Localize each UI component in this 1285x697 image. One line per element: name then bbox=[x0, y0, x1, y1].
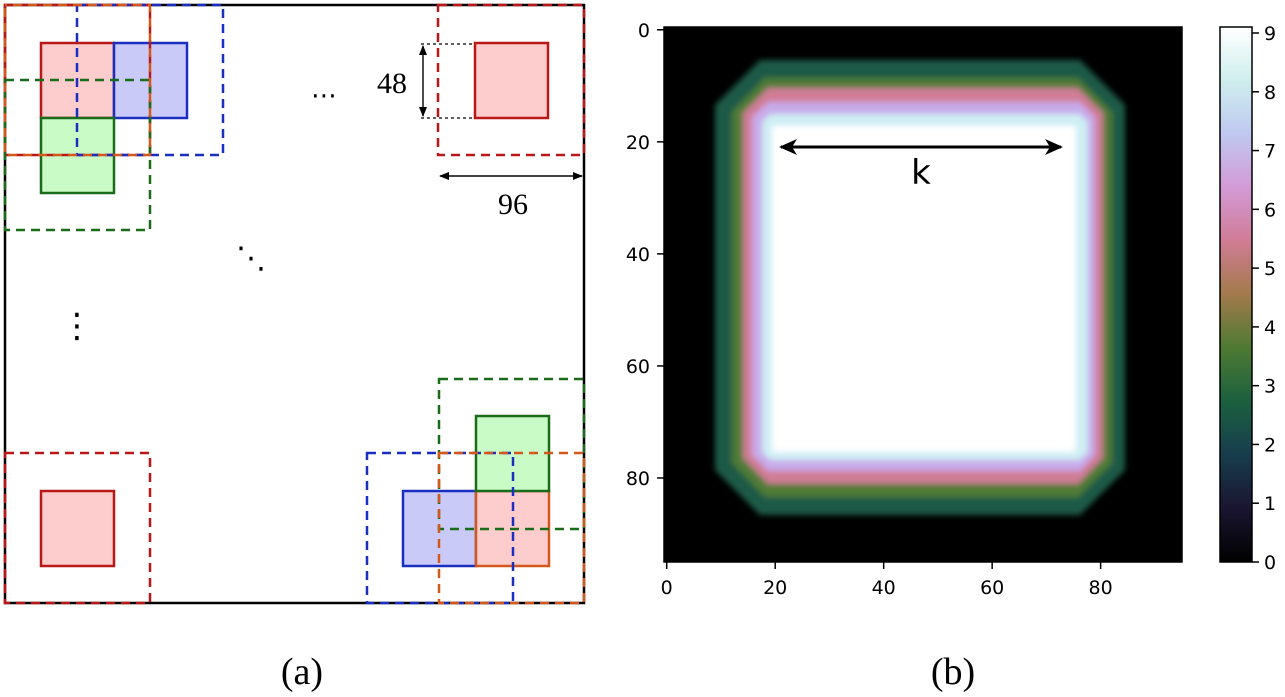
x-tick-label: 0 bbox=[661, 577, 673, 599]
y-axis: 0 20 40 60 80 bbox=[626, 20, 664, 490]
ellipsis-horizontal: ⋯ bbox=[311, 81, 337, 111]
colorbar-tick-label: 2 bbox=[1264, 434, 1276, 456]
colorbar-tick-label: 8 bbox=[1264, 82, 1276, 104]
x-tick-label: 60 bbox=[980, 577, 1004, 599]
y-tick-label: 20 bbox=[626, 132, 650, 154]
colorbar-tick-label: 3 bbox=[1264, 376, 1276, 398]
ellipsis-vertical: ⋮ bbox=[60, 306, 94, 346]
colorbar-tick-label: 4 bbox=[1264, 317, 1276, 339]
y-tick-label: 60 bbox=[626, 356, 650, 378]
window-orange-topleft bbox=[3, 3, 152, 157]
window-red-bottomleft bbox=[3, 451, 152, 605]
colorbar-tick-label: 1 bbox=[1264, 493, 1276, 515]
dim-48-label: 48 bbox=[377, 67, 407, 100]
colorbar-tick-label: 9 bbox=[1264, 23, 1276, 45]
x-tick-label: 40 bbox=[872, 577, 896, 599]
dim-96-label: 96 bbox=[498, 188, 528, 221]
panel-a: 48 96 ⋯ ⋱ ⋮ (a) bbox=[3, 3, 586, 693]
colorbar-axis: 0 1 2 3 4 5 6 7 8 9 bbox=[1252, 23, 1276, 574]
ellipsis-diagonal: ⋱ bbox=[236, 241, 266, 276]
heatmap-frame bbox=[663, 26, 1183, 563]
caption-a: (a) bbox=[281, 651, 323, 693]
y-tick-label: 40 bbox=[626, 244, 650, 266]
x-tick-label: 80 bbox=[1089, 577, 1113, 599]
window-red-topright bbox=[436, 3, 586, 157]
caption-b: (b) bbox=[931, 651, 975, 693]
patch-red-bottomleft bbox=[39, 489, 116, 568]
x-tick-label: 20 bbox=[763, 577, 787, 599]
colorbar-tick-label: 7 bbox=[1264, 141, 1276, 163]
heatmap bbox=[664, 27, 1182, 562]
k-label: k bbox=[911, 153, 931, 193]
panel-b: k 0 20 40 60 80 0 20 40 60 80 0 1 2 3 4 5 6 7 8 9 (b) bbox=[626, 20, 1276, 693]
colorbar bbox=[1219, 26, 1253, 563]
window-orange-bottomright bbox=[437, 451, 586, 605]
x-axis: 0 20 40 60 80 bbox=[661, 562, 1113, 599]
colorbar-tick-label: 6 bbox=[1264, 199, 1276, 221]
colorbar-tick-label: 5 bbox=[1264, 258, 1276, 280]
patch-red-topright bbox=[473, 41, 550, 120]
y-tick-label: 0 bbox=[638, 20, 650, 42]
colorbar-tick-label: 0 bbox=[1264, 552, 1276, 574]
window-green-topleft bbox=[3, 78, 152, 232]
y-tick-label: 80 bbox=[626, 468, 650, 490]
